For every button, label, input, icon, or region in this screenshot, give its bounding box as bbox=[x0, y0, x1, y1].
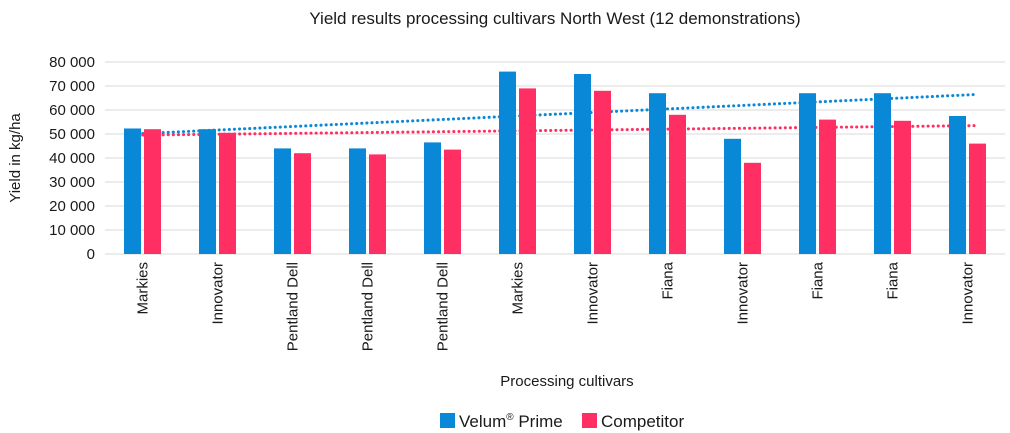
bar-competitor bbox=[369, 154, 386, 254]
bar-velum bbox=[874, 93, 891, 254]
y-tick-label: 50 000 bbox=[49, 126, 95, 143]
bar-velum bbox=[649, 93, 666, 254]
bar-competitor bbox=[519, 88, 536, 255]
legend: Velum® Prime Competitor bbox=[440, 412, 684, 431]
y-tick-label: 80 000 bbox=[49, 54, 95, 71]
y-tick-label: 20 000 bbox=[49, 198, 95, 215]
bar-competitor bbox=[444, 149, 461, 254]
bar-competitor bbox=[669, 114, 686, 254]
bar-velum bbox=[124, 128, 141, 254]
x-tick-label: Innovator bbox=[210, 262, 227, 325]
gridlines bbox=[105, 61, 1005, 255]
bar-velum bbox=[799, 93, 816, 254]
x-tick-label: Fiana bbox=[885, 261, 902, 299]
y-axis-ticks: 0 10 000 20 000 30 000 40 000 50 000 60 000 70 … bbox=[49, 54, 95, 263]
y-tick-label: 30 000 bbox=[49, 174, 95, 191]
bar-competitor bbox=[594, 90, 611, 254]
bar-velum bbox=[724, 138, 741, 254]
bar-velum bbox=[499, 71, 516, 254]
bars bbox=[124, 71, 986, 255]
x-tick-label: Fiana bbox=[810, 261, 827, 299]
bar-competitor bbox=[819, 119, 836, 254]
legend-label-velum: Velum® Prime bbox=[459, 412, 563, 431]
bar-velum bbox=[574, 74, 591, 254]
bar-velum bbox=[949, 116, 966, 254]
x-tick-label: Fiana bbox=[660, 261, 677, 299]
y-tick-label: 10 000 bbox=[49, 222, 95, 239]
y-axis-title: Yield in kg/ha bbox=[7, 113, 24, 203]
bar-velum bbox=[424, 142, 441, 254]
x-tick-label: Innovator bbox=[735, 262, 752, 325]
x-tick-label: Pentland Dell bbox=[435, 262, 452, 351]
x-tick-label: Innovator bbox=[585, 262, 602, 325]
bar-competitor bbox=[294, 153, 311, 254]
trendlines bbox=[131, 92, 979, 137]
bar-velum bbox=[349, 148, 366, 254]
x-axis-title: Processing cultivars bbox=[500, 373, 633, 390]
bar-competitor bbox=[219, 132, 236, 254]
legend-swatch-competitor bbox=[582, 413, 597, 428]
y-tick-label: 60 000 bbox=[49, 102, 95, 119]
bar-competitor bbox=[744, 162, 761, 254]
bar-competitor bbox=[894, 120, 911, 254]
bar-velum bbox=[274, 148, 291, 254]
x-tick-label: Innovator bbox=[960, 262, 977, 325]
bar-velum bbox=[199, 129, 216, 254]
chart-title: Yield results processing cultivars North… bbox=[309, 9, 800, 28]
y-tick-label: 70 000 bbox=[49, 78, 95, 95]
trendline-competitor bbox=[131, 124, 979, 137]
x-tick-label: Pentland Dell bbox=[360, 262, 377, 351]
legend-swatch-velum bbox=[440, 413, 455, 428]
bar-competitor bbox=[144, 129, 161, 254]
trendline-velum bbox=[131, 92, 979, 136]
y-tick-label: 0 bbox=[87, 246, 95, 263]
x-tick-label: Markies bbox=[135, 262, 152, 315]
x-tick-label: Pentland Dell bbox=[285, 262, 302, 351]
x-tick-label: Markies bbox=[510, 262, 527, 315]
legend-label-competitor: Competitor bbox=[601, 412, 684, 431]
y-tick-label: 40 000 bbox=[49, 150, 95, 167]
bar-competitor bbox=[969, 143, 986, 254]
x-axis-categories: Markies Innovator Pentland Dell Pentland De… bbox=[135, 261, 977, 351]
